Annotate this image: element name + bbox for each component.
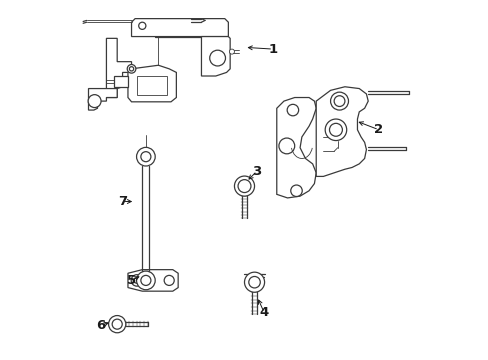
Circle shape <box>244 272 264 292</box>
Text: 5: 5 <box>127 274 136 287</box>
Text: 2: 2 <box>374 123 383 136</box>
Circle shape <box>139 22 145 30</box>
Circle shape <box>330 92 348 110</box>
Text: 3: 3 <box>252 165 261 177</box>
Circle shape <box>164 275 174 285</box>
Circle shape <box>136 271 155 290</box>
Circle shape <box>88 95 101 108</box>
Circle shape <box>112 319 122 329</box>
Circle shape <box>278 138 294 154</box>
Circle shape <box>329 123 342 136</box>
Polygon shape <box>276 98 316 198</box>
Polygon shape <box>201 37 230 76</box>
Polygon shape <box>113 76 128 87</box>
Circle shape <box>127 64 136 73</box>
Text: 7: 7 <box>118 195 127 208</box>
Circle shape <box>290 185 302 197</box>
Circle shape <box>238 180 250 193</box>
Circle shape <box>234 176 254 196</box>
Text: 1: 1 <box>268 42 277 55</box>
Circle shape <box>286 104 298 116</box>
Circle shape <box>134 278 140 283</box>
Polygon shape <box>128 65 176 102</box>
Polygon shape <box>316 87 367 176</box>
Text: 4: 4 <box>259 306 268 319</box>
Circle shape <box>229 49 234 54</box>
Circle shape <box>141 152 151 162</box>
Circle shape <box>136 147 155 166</box>
Text: 6: 6 <box>96 319 105 332</box>
Circle shape <box>325 119 346 140</box>
Polygon shape <box>128 270 178 291</box>
Circle shape <box>129 67 133 71</box>
Polygon shape <box>137 76 167 95</box>
Circle shape <box>209 50 225 66</box>
Circle shape <box>131 275 142 286</box>
Circle shape <box>333 96 344 107</box>
Polygon shape <box>131 19 228 37</box>
Circle shape <box>108 316 125 333</box>
Polygon shape <box>88 89 117 110</box>
Circle shape <box>141 275 151 285</box>
Polygon shape <box>106 39 131 98</box>
Circle shape <box>248 276 260 288</box>
